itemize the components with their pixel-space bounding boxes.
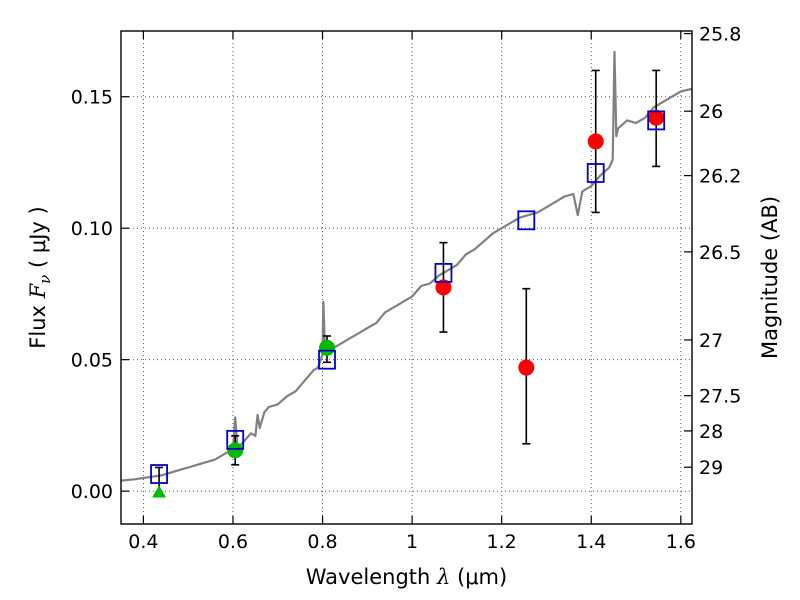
axes: 0.4 0.6 0.8 1 1.2 1.4 1.6 0.00 0.05 0.10 0.15 25.8 2… xyxy=(26,24,782,589)
x-axis-title-symbol: λ xyxy=(436,565,450,589)
x-tick-label-0: 0.4 xyxy=(128,531,158,553)
observed_red-point-0 xyxy=(435,279,452,296)
observed_red-point-2 xyxy=(587,133,604,150)
x-axis-title: Wavelength λ (μm) xyxy=(306,565,507,589)
observed_red-point-3 xyxy=(648,109,665,126)
x-tick-label-6: 1.6 xyxy=(666,531,696,553)
y-tick-label-2: 0.10 xyxy=(71,218,113,240)
model-square-2 xyxy=(318,349,336,370)
model-square-4 xyxy=(517,210,536,231)
y2-tick-label-2: 26.2 xyxy=(699,166,741,188)
model-square-0 xyxy=(150,464,168,484)
model-square-5 xyxy=(586,163,605,183)
x-tick-label-5: 1.4 xyxy=(576,531,606,553)
x-axis-title-text: Wavelength xyxy=(306,565,437,589)
observed_green-point-1 xyxy=(319,339,336,356)
model-square-6 xyxy=(647,110,666,131)
y-axis-title-symbol: F xyxy=(26,282,50,299)
x-tick-label-4: 1.2 xyxy=(487,531,517,553)
y2-axis-title: Magnitude (AB) xyxy=(758,196,782,359)
model-square-3 xyxy=(434,262,453,283)
y-axis-title-unit: ( μJy ) xyxy=(26,206,50,274)
y-tick-label-3: 0.15 xyxy=(71,87,113,109)
y-axis-title: Flux Fν ( μJy ) xyxy=(26,206,54,348)
x-tick-label-1: 0.6 xyxy=(218,531,248,553)
grid-lines xyxy=(121,31,692,524)
y2-tick-label-4: 27 xyxy=(699,330,723,352)
y2-tick-label-1: 26 xyxy=(699,101,723,123)
x-tick-label-2: 0.8 xyxy=(307,531,337,553)
x-tick-label-3: 1 xyxy=(406,531,418,553)
observed_green-point-0 xyxy=(227,442,244,459)
data-marks xyxy=(120,50,693,498)
observed_red-point-1 xyxy=(518,359,535,376)
y2-tick-label-0: 25.8 xyxy=(699,24,741,46)
plot-frame xyxy=(120,30,693,525)
y2-tick-label-6: 28 xyxy=(699,421,723,443)
y-tick-label-0: 0.00 xyxy=(71,481,113,503)
upper-limit-triangle-0 xyxy=(152,485,167,498)
y2-tick-label-7: 29 xyxy=(699,457,723,479)
y2-tick-label-3: 26.5 xyxy=(699,242,741,264)
x-axis-title-unit: (μm) xyxy=(450,565,507,589)
y-axis-title-text: Flux xyxy=(26,298,50,348)
y2-tick-label-5: 27.5 xyxy=(699,386,741,408)
model-square-1 xyxy=(226,429,245,450)
model-spectrum-line xyxy=(120,50,693,482)
y-tick-label-1: 0.05 xyxy=(71,350,113,372)
y-axis-title-sub: ν xyxy=(36,275,54,284)
